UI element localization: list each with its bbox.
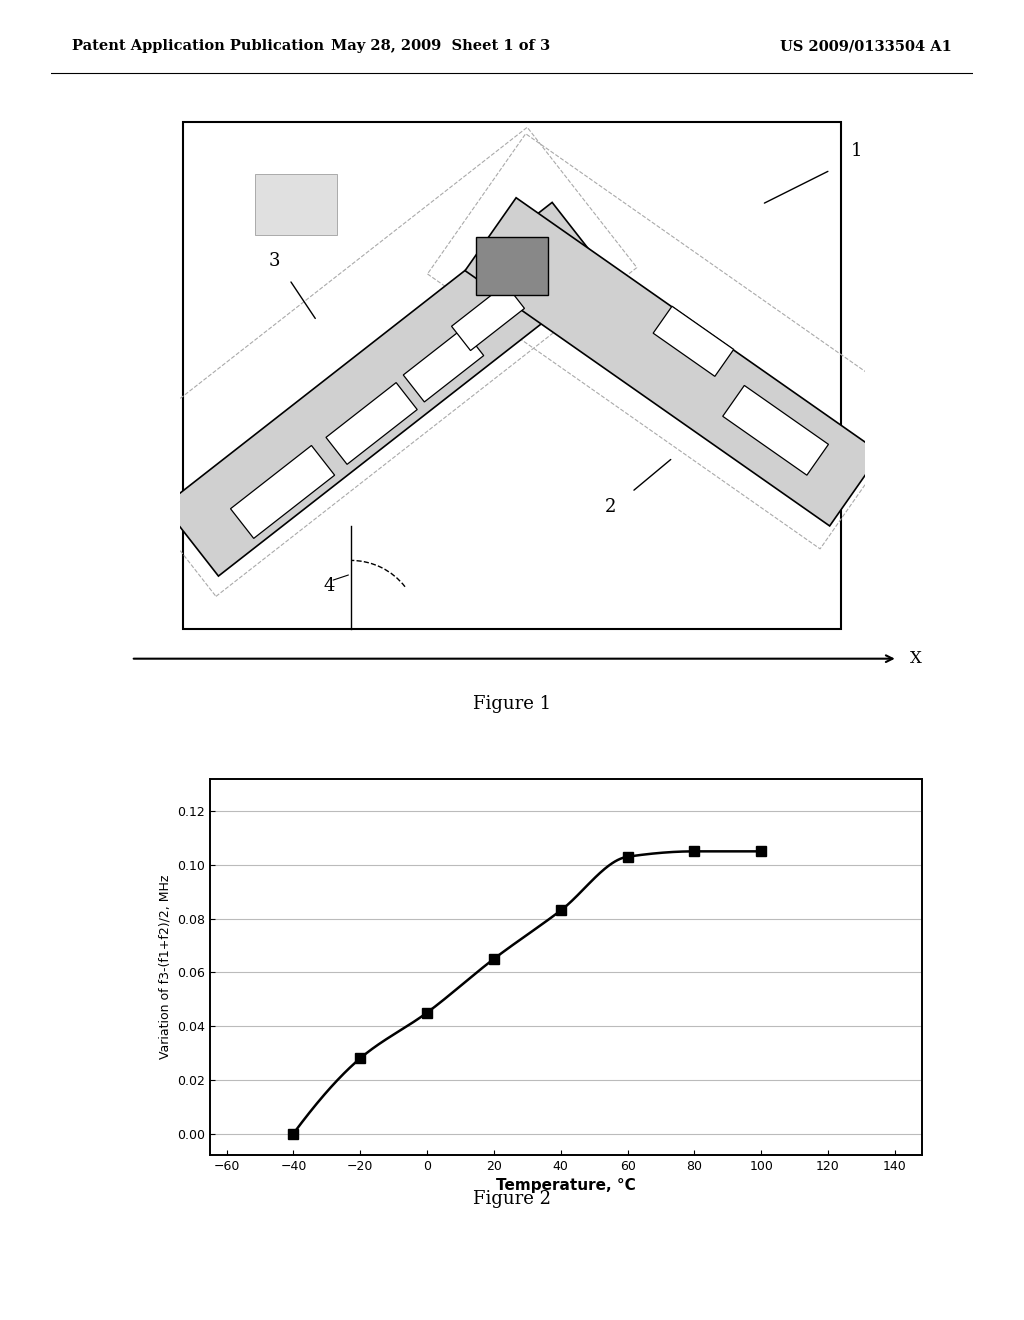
- Polygon shape: [403, 329, 483, 403]
- Polygon shape: [230, 445, 335, 539]
- Text: Figure 1: Figure 1: [473, 694, 551, 713]
- X-axis label: Temperature, °C: Temperature, °C: [496, 1179, 636, 1193]
- Text: Patent Application Publication: Patent Application Publication: [72, 40, 324, 53]
- Text: 3: 3: [269, 252, 281, 271]
- Text: May 28, 2009  Sheet 1 of 3: May 28, 2009 Sheet 1 of 3: [331, 40, 550, 53]
- Text: US 2009/0133504 A1: US 2009/0133504 A1: [780, 40, 952, 53]
- Polygon shape: [723, 385, 828, 475]
- Polygon shape: [255, 173, 337, 235]
- Polygon shape: [476, 236, 548, 296]
- Polygon shape: [326, 383, 417, 465]
- Text: 2: 2: [604, 499, 615, 516]
- Polygon shape: [653, 306, 734, 376]
- Y-axis label: Variation of f3-(f1+f2)/2, MHz: Variation of f3-(f1+f2)/2, MHz: [159, 875, 171, 1059]
- Polygon shape: [465, 198, 881, 525]
- Text: X: X: [909, 651, 922, 667]
- Text: 4: 4: [324, 577, 335, 595]
- Text: Figure 2: Figure 2: [473, 1189, 551, 1208]
- Polygon shape: [164, 202, 607, 576]
- Text: 1: 1: [851, 143, 862, 161]
- Polygon shape: [452, 284, 524, 351]
